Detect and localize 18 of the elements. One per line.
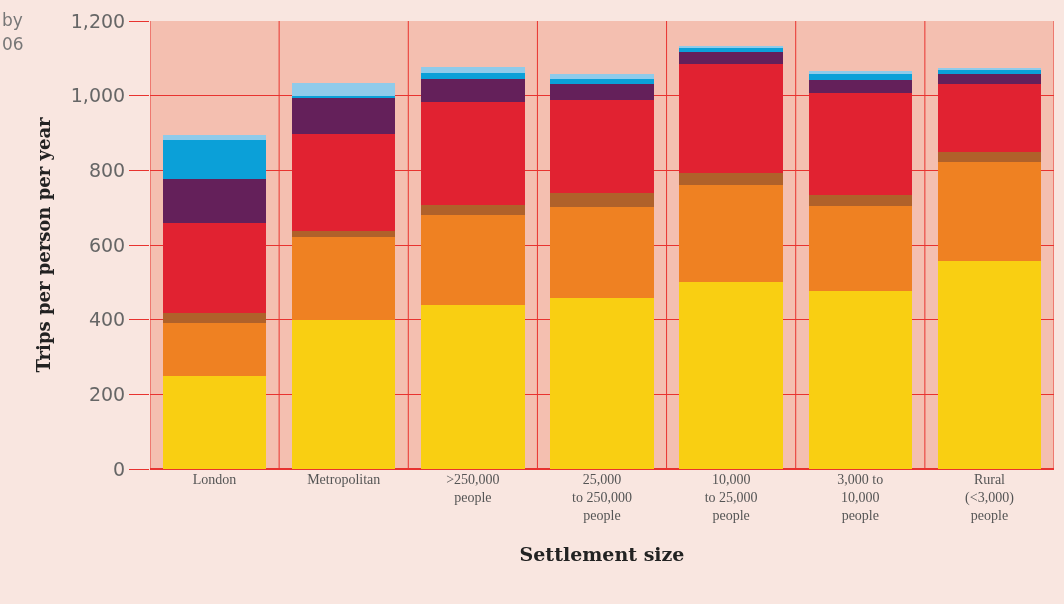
x-tick-label: Metropolitan <box>307 472 381 487</box>
y-tick-label: 1,200 <box>70 9 126 32</box>
x-tick-label: >250,000 people <box>446 472 500 506</box>
y-tick-label: 1,000 <box>70 84 126 107</box>
y-tick-label: 600 <box>88 233 126 256</box>
x-axis-title: Settlement size <box>519 543 685 566</box>
y-tick-label: 0 <box>113 457 126 480</box>
x-tick-label: 3,000 to 10,000 people <box>837 472 884 524</box>
y-tick-label: 800 <box>88 158 126 181</box>
x-tick-label: 25,000 to 250,000 people <box>572 472 632 524</box>
text: 06 <box>2 34 24 54</box>
y-axis-title: Trips per person per year <box>32 116 54 373</box>
x-tick-label: Rural (<3,000) people <box>965 472 1015 524</box>
x-tick-label: 10,000 to 25,000 people <box>704 472 758 524</box>
text: by <box>2 10 23 30</box>
y-tick-label: 400 <box>88 308 126 331</box>
x-tick-label: London <box>192 472 237 487</box>
y-tick-label: 200 <box>88 382 126 405</box>
